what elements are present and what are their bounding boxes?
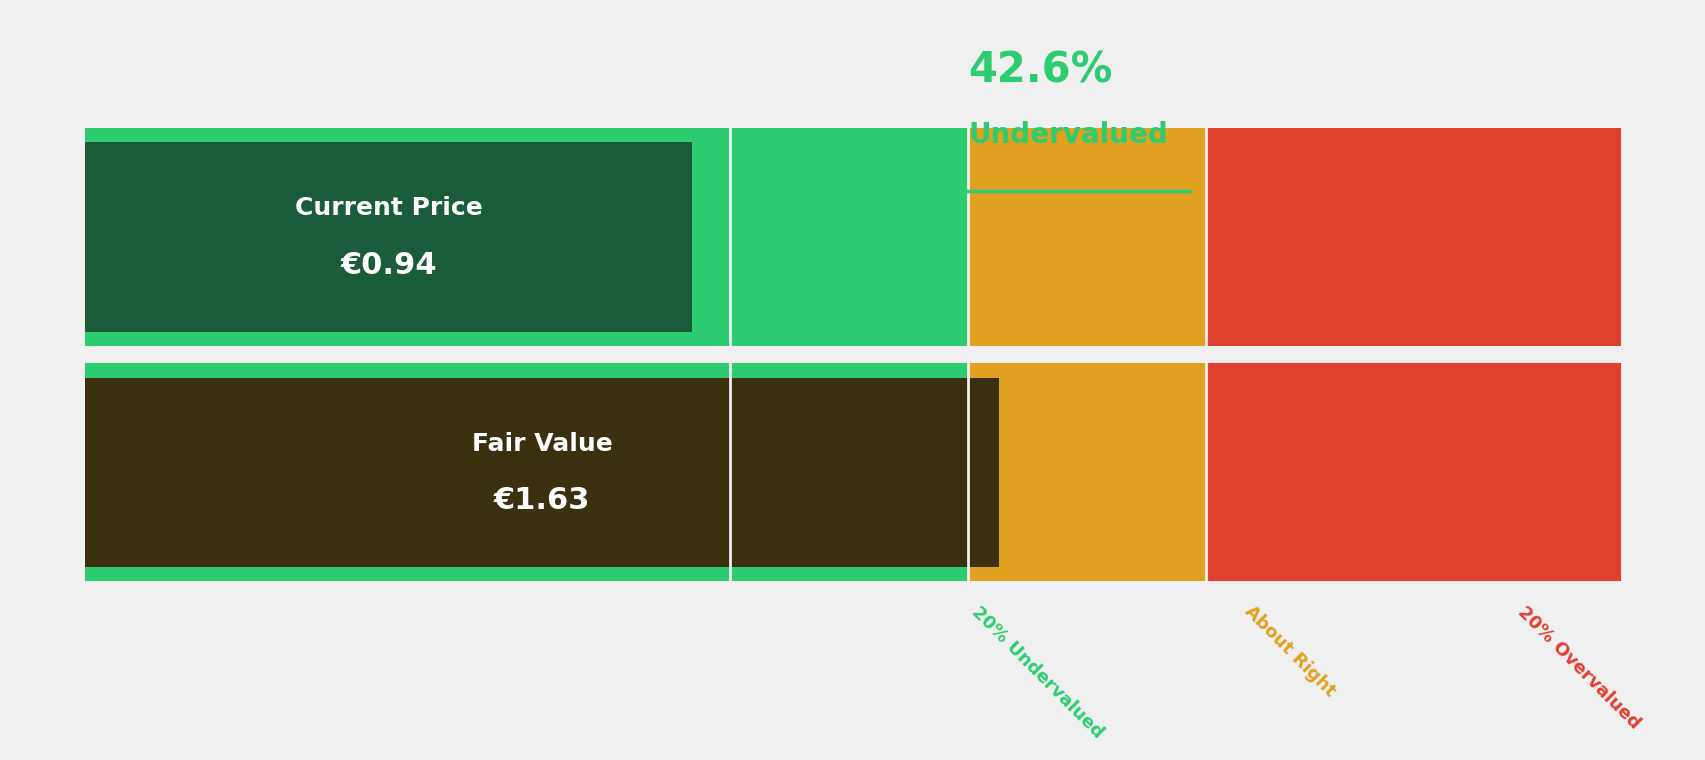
FancyBboxPatch shape	[85, 142, 692, 331]
Text: Current Price: Current Price	[295, 196, 483, 220]
FancyBboxPatch shape	[967, 363, 1205, 581]
FancyBboxPatch shape	[1205, 128, 1620, 346]
FancyBboxPatch shape	[85, 128, 730, 346]
Text: 20% Overvalued: 20% Overvalued	[1514, 603, 1642, 732]
FancyBboxPatch shape	[85, 363, 730, 581]
Text: €1.63: €1.63	[494, 486, 590, 515]
FancyBboxPatch shape	[730, 363, 967, 581]
Text: Undervalued: Undervalued	[967, 121, 1168, 148]
FancyBboxPatch shape	[967, 128, 1205, 346]
Text: About Right: About Right	[1241, 603, 1338, 701]
FancyBboxPatch shape	[730, 128, 967, 346]
FancyBboxPatch shape	[1205, 363, 1620, 581]
Text: €0.94: €0.94	[339, 251, 436, 280]
FancyBboxPatch shape	[85, 378, 999, 567]
Text: Fair Value: Fair Value	[471, 432, 612, 456]
Text: 20% Undervalued: 20% Undervalued	[968, 603, 1107, 742]
Text: 42.6%: 42.6%	[967, 49, 1112, 92]
